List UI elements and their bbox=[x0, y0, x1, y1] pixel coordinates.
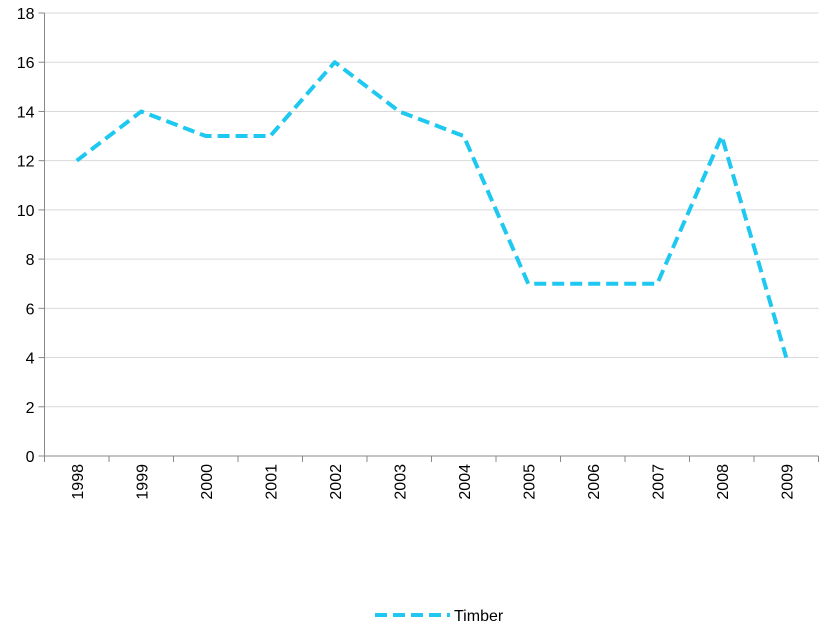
y-tick-label: 2 bbox=[26, 400, 35, 417]
line bbox=[75, 60, 789, 359]
y-tick-label: 4 bbox=[26, 351, 35, 368]
x-tick-label: 2003 bbox=[392, 464, 409, 500]
x-tick-label: 1999 bbox=[134, 464, 151, 500]
x-tick-label: 2002 bbox=[328, 464, 345, 500]
y-tick-label: 14 bbox=[17, 104, 35, 121]
x-tick-label: 2001 bbox=[263, 464, 280, 500]
x-tick-label: 2004 bbox=[457, 464, 474, 500]
x-tick-label: 2009 bbox=[779, 464, 796, 500]
y-tick-label: 10 bbox=[17, 203, 35, 220]
x-tick-label: 2006 bbox=[586, 464, 603, 500]
x-tick-label: 2007 bbox=[650, 464, 667, 500]
x-tick-label: 2008 bbox=[715, 464, 732, 500]
y-tick-label: 12 bbox=[17, 154, 35, 171]
legend-label: Timber bbox=[454, 608, 504, 625]
x-tick-label: 1998 bbox=[70, 464, 87, 500]
y-tick-label: 18 bbox=[17, 6, 35, 23]
y-tick-label: 6 bbox=[26, 301, 35, 318]
x-tick-label: 2005 bbox=[521, 464, 538, 500]
y-tick-label: 0 bbox=[26, 449, 35, 466]
x-tick-label: 2000 bbox=[199, 464, 216, 500]
y-tick-label: 16 bbox=[17, 55, 35, 72]
y-tick-label: 8 bbox=[26, 252, 35, 269]
